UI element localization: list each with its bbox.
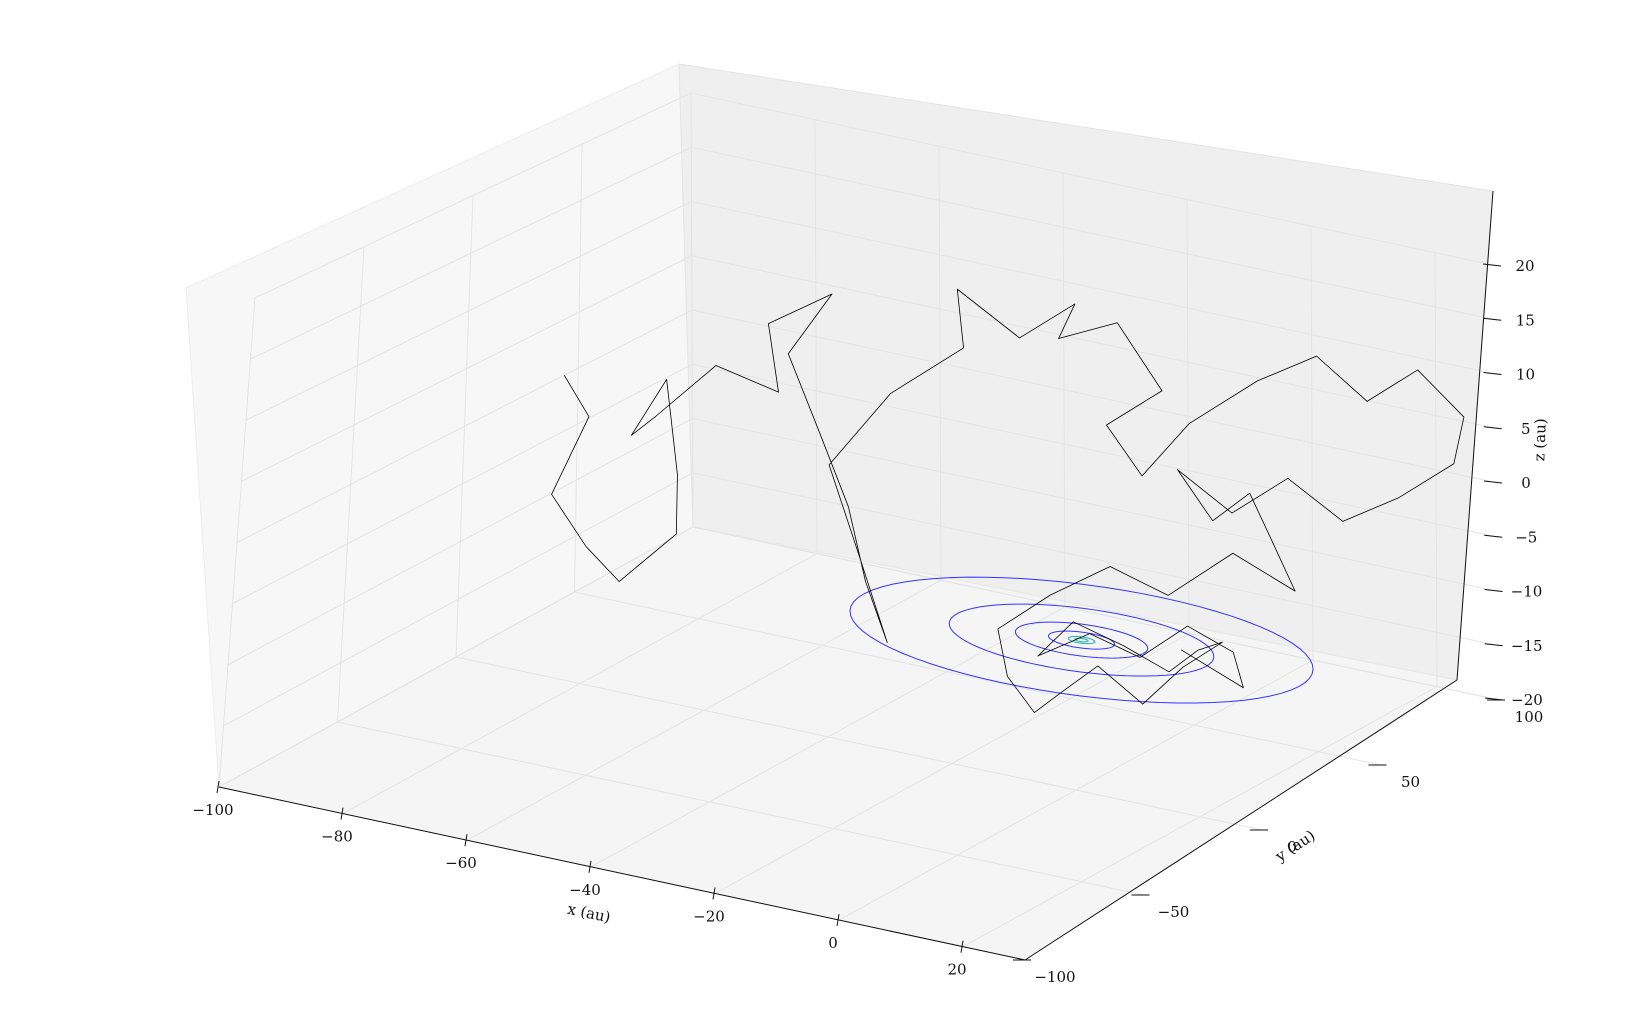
orbit-ring-0: [849, 576, 1314, 704]
z-tick-mark-2: [1484, 589, 1503, 592]
orbit-ring-1: [948, 603, 1215, 677]
y-axis-label: y (au): [1271, 826, 1318, 865]
x-tick-label-2: −60: [445, 854, 477, 872]
grid-lines: [218, 92, 1500, 961]
y-tick-label-1: −50: [1158, 903, 1190, 921]
z-tick-mark-1: [1484, 643, 1503, 647]
panes: [185, 63, 1500, 961]
x-tick-label-0: −100: [192, 801, 233, 819]
y-ticks: −100 −50 0 50 100: [1013, 699, 1544, 986]
y-tick-label-4: 100: [1515, 708, 1544, 726]
z-tick-mark-0: [1484, 697, 1504, 701]
z-tick-mark-8: [1482, 263, 1502, 267]
orbit-ring-5: [1074, 637, 1089, 643]
grid-line-z-3: [232, 363, 1499, 605]
y-tick-label-0: −100: [1034, 968, 1075, 986]
x-tick-mark-4: [712, 887, 716, 900]
orbit-ring-2: [1014, 621, 1149, 659]
z-tick-label-3: −5: [1515, 528, 1537, 546]
x-tick-mark-0: [216, 780, 220, 794]
z-tick-label-4: 0: [1521, 474, 1531, 492]
x-tick-mark-5: [836, 913, 840, 927]
grid-line-z-1: [223, 472, 1499, 727]
z-axis-line: [1456, 190, 1494, 681]
z-tick-mark-4: [1483, 480, 1503, 484]
z-tick-label-6: 10: [1516, 366, 1535, 384]
z-tick-label-5: 5: [1521, 420, 1531, 438]
z-axis-label: z (au): [1530, 418, 1549, 462]
grid-line-z-8: [254, 92, 1498, 299]
z-tick-label-0: −20: [1511, 691, 1543, 709]
trajectory-series-0: [551, 288, 1465, 713]
x-tick-mark-1: [340, 807, 344, 820]
z-tick-mark-3: [1484, 534, 1503, 538]
x-tick-label-3: −40: [569, 881, 601, 899]
x-tick-mark-2: [464, 834, 468, 847]
x-ticks: −100 −80 −60 −40 −20 0 20: [192, 780, 967, 979]
x-tick-label-1: −80: [321, 828, 353, 846]
z-ticks: −20 −15 −10 −5 0 5 10 15 20: [1482, 257, 1543, 709]
orbit-ring-4: [1067, 635, 1096, 645]
grid-line-z-4: [236, 309, 1499, 543]
x-tick-mark-3: [588, 860, 592, 873]
x-axis-label: x (au): [566, 900, 612, 927]
grid-line-z-0: [218, 526, 1500, 788]
z-tick-mark-7: [1483, 317, 1502, 321]
x-axis-line: [218, 786, 1026, 961]
z-tick-label-2: −10: [1511, 583, 1543, 601]
z-tick-mark-5: [1483, 426, 1502, 430]
data-layer: [551, 288, 1465, 713]
z-tick-mark-6: [1483, 372, 1502, 375]
y-axis-line: [1024, 679, 1458, 961]
grid-line-z-6: [245, 200, 1498, 421]
grid-line-z-2: [227, 417, 1499, 666]
z-tick-label-1: −15: [1511, 637, 1543, 655]
z-tick-label-8: 20: [1515, 257, 1534, 275]
y-tick-label-2: 0: [1287, 838, 1297, 856]
x-tick-label-6: 20: [947, 961, 966, 979]
x-tick-mark-6: [960, 940, 964, 953]
y-tick-label-3: 50: [1401, 773, 1420, 791]
x-tick-label-4: −20: [693, 907, 725, 925]
grid-line-z-5: [241, 255, 1498, 482]
z-tick-label-7: 15: [1516, 311, 1535, 329]
grid-line-z-7: [250, 146, 1498, 360]
x-tick-label-5: 0: [828, 934, 838, 952]
